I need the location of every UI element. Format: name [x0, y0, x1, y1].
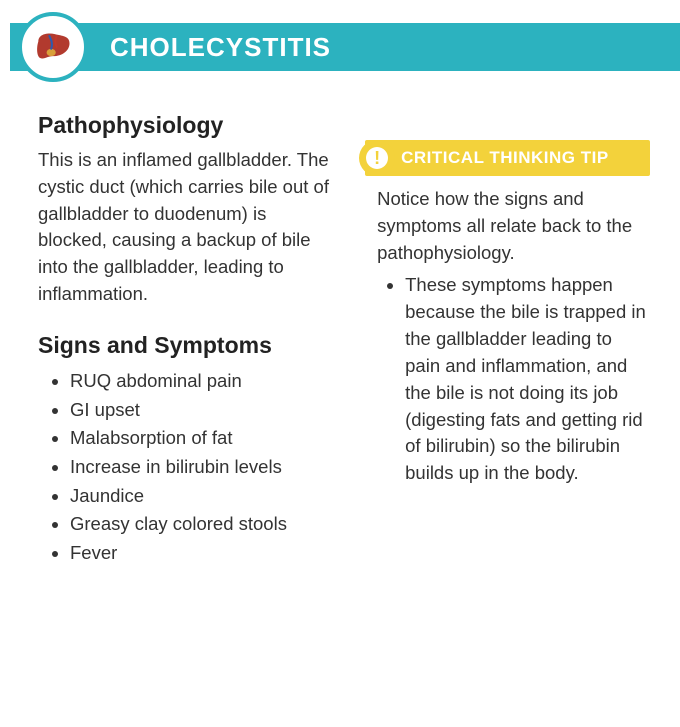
pathophysiology-heading: Pathophysiology — [38, 112, 337, 139]
page-title: CHOLECYSTITIS — [110, 32, 331, 63]
tip-body: Notice how the signs and symptoms all re… — [365, 186, 650, 487]
liver-icon — [18, 12, 88, 82]
left-column: Pathophysiology This is an inflamed gall… — [38, 112, 337, 568]
list-item: GI upset — [70, 396, 337, 425]
list-item: Jaundice — [70, 482, 337, 511]
list-item: Malabsorption of fat — [70, 424, 337, 453]
list-item: Increase in bilirubin levels — [70, 453, 337, 482]
content-area: Pathophysiology This is an inflamed gall… — [0, 82, 680, 568]
pathophysiology-text: This is an inflamed gallbladder. The cys… — [38, 147, 337, 308]
tip-bullet-list: These symptoms happen because the bile i… — [377, 272, 650, 487]
exclamation-icon: ! — [359, 140, 395, 176]
symptoms-list: RUQ abdominal pain GI upset Malabsorptio… — [38, 367, 337, 568]
banner-arrow-icon — [674, 23, 680, 71]
list-item: Greasy clay colored stools — [70, 510, 337, 539]
tip-intro: Notice how the signs and symptoms all re… — [377, 186, 650, 266]
list-item: These symptoms happen because the bile i… — [405, 272, 650, 487]
list-item: RUQ abdominal pain — [70, 367, 337, 396]
title-banner: CHOLECYSTITIS — [10, 12, 680, 82]
tip-title: CRITICAL THINKING TIP — [401, 148, 609, 168]
tip-badge: ! CRITICAL THINKING TIP — [365, 140, 650, 176]
right-column: ! CRITICAL THINKING TIP Notice how the s… — [365, 112, 650, 568]
list-item: Fever — [70, 539, 337, 568]
symptoms-heading: Signs and Symptoms — [38, 332, 337, 359]
